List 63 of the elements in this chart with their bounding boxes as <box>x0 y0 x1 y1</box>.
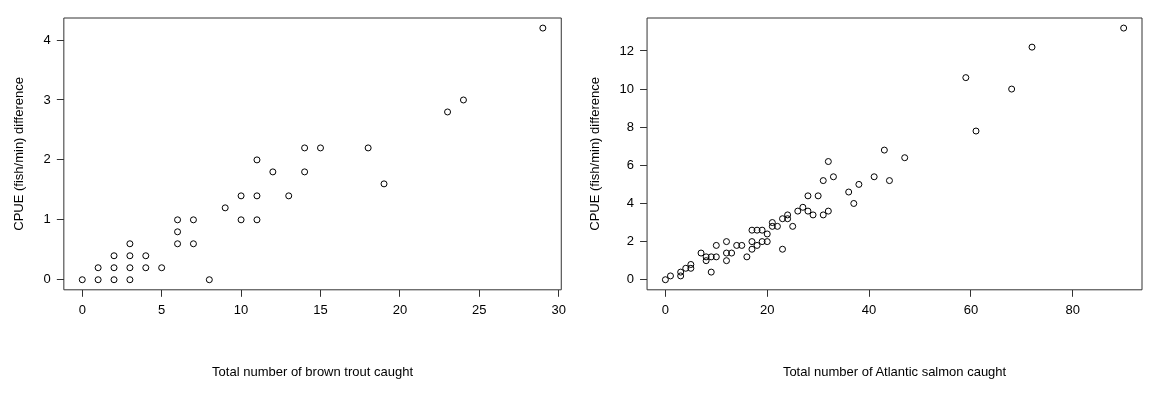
x-tick-label: 10 <box>233 302 249 318</box>
x-axis-title: Total number of Atlantic salmon caught <box>782 363 1007 379</box>
y-tick-label: 8 <box>626 118 635 134</box>
point <box>237 192 245 200</box>
point <box>253 156 261 164</box>
point <box>221 204 229 212</box>
x-tick-label: 5 <box>158 302 166 318</box>
point <box>269 168 277 176</box>
point <box>301 144 309 152</box>
point <box>459 96 467 104</box>
point <box>94 264 102 272</box>
y-axis-title: CPUE (fish/min) difference <box>11 77 27 231</box>
point <box>94 276 102 284</box>
point <box>142 264 150 272</box>
point <box>174 216 182 224</box>
point <box>110 276 118 284</box>
point <box>110 252 118 260</box>
point <box>174 240 182 248</box>
point <box>158 264 166 272</box>
point <box>126 264 134 272</box>
x-tick-label: 80 <box>1065 302 1080 318</box>
point <box>142 252 150 260</box>
point <box>189 240 197 248</box>
x-tick-label: 0 <box>661 302 670 318</box>
point <box>364 144 372 152</box>
y-tick-label: 2 <box>43 151 51 167</box>
y-tick-label: 4 <box>43 31 51 47</box>
y-axis-title: CPUE (fish/min) difference <box>587 77 603 231</box>
x-tick-label: 40 <box>861 302 877 318</box>
y-tick-label: 10 <box>619 80 635 96</box>
point <box>174 228 182 236</box>
x-tick-label: 25 <box>472 302 487 318</box>
point <box>126 240 134 248</box>
y-tick-label: 2 <box>626 233 635 249</box>
point <box>253 192 261 200</box>
y-tick-label: 0 <box>626 271 635 287</box>
x-axis-title: Total number of brown trout caught <box>212 363 414 379</box>
point <box>205 276 213 284</box>
point <box>126 276 134 284</box>
point <box>539 24 547 32</box>
point <box>253 216 261 224</box>
x-tick-label: 20 <box>760 302 775 318</box>
point <box>189 216 197 224</box>
x-tick-label: 30 <box>551 302 566 318</box>
y-tick-label: 1 <box>43 211 51 227</box>
x-tick-label: 15 <box>313 302 328 318</box>
point <box>110 264 118 272</box>
x-tick-label: 60 <box>963 302 979 318</box>
point <box>301 168 309 176</box>
point <box>380 180 388 188</box>
y-tick-label: 3 <box>43 91 51 107</box>
point <box>126 252 134 260</box>
y-tick-label: 4 <box>626 195 635 211</box>
point <box>237 216 245 224</box>
x-tick-label: 0 <box>78 302 86 318</box>
point <box>444 108 452 116</box>
y-tick-label: 6 <box>626 156 635 172</box>
point <box>317 144 324 152</box>
x-tick-label: 20 <box>392 302 408 318</box>
y-tick-label: 12 <box>619 42 635 58</box>
point <box>78 276 86 284</box>
point <box>285 192 293 200</box>
y-tick-label: 0 <box>43 271 51 287</box>
